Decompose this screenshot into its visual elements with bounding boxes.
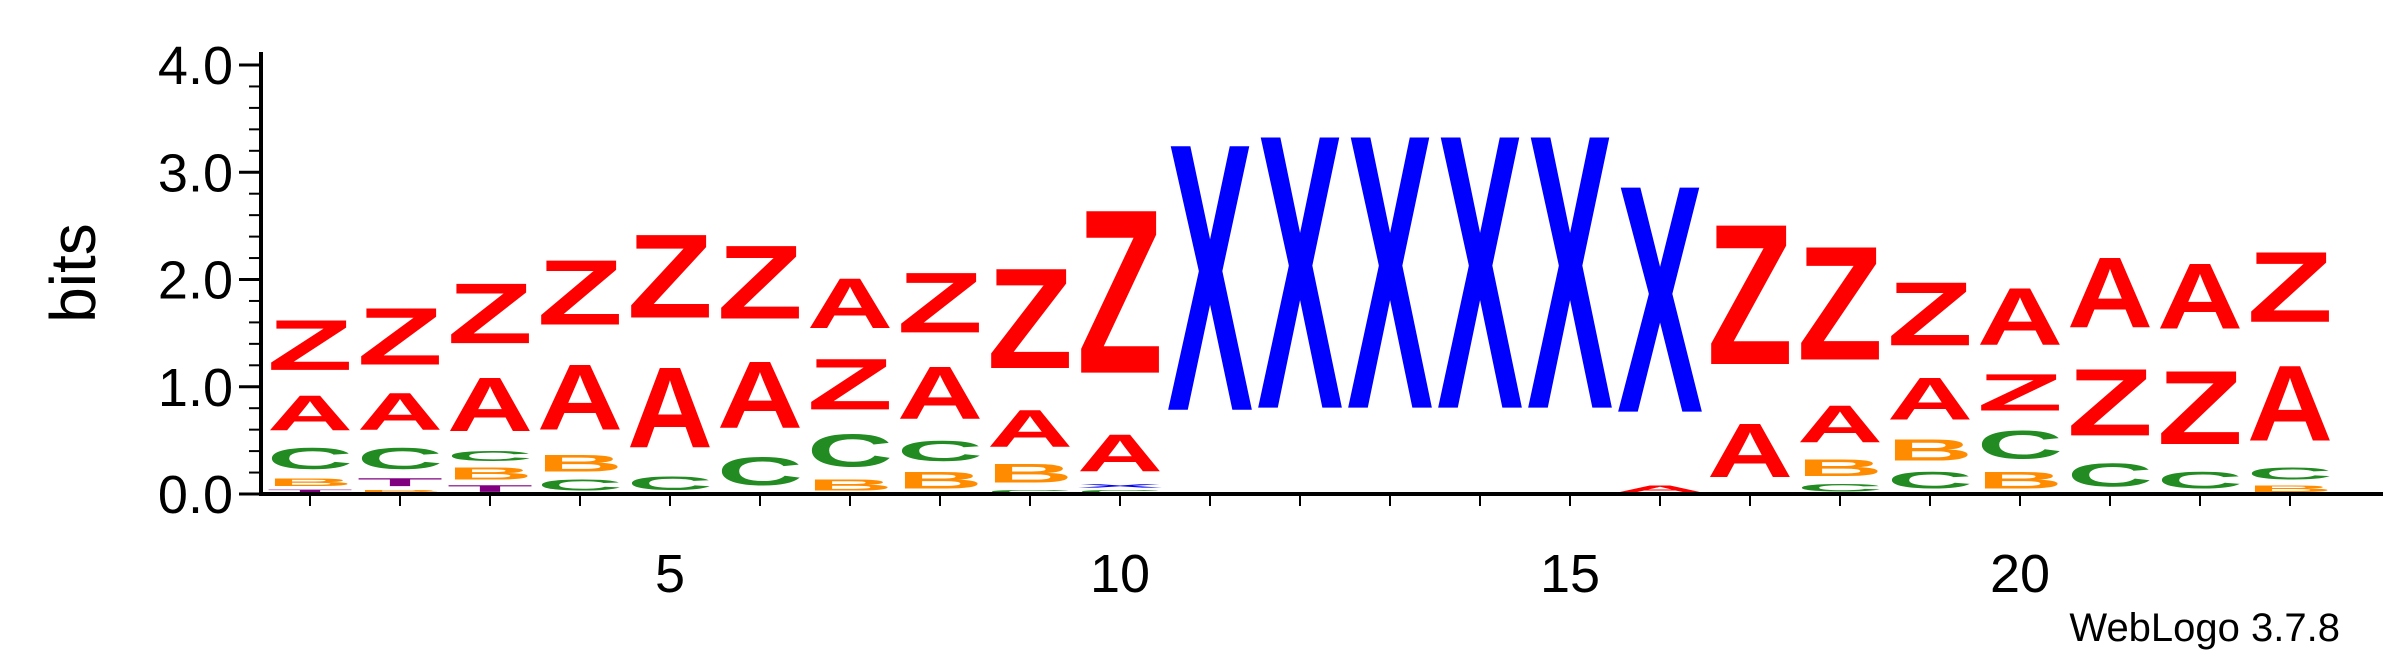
logo-glyph-t: T bbox=[357, 476, 443, 489]
logo-glyph-a: A bbox=[1797, 395, 1883, 454]
logo-glyph-x: X bbox=[1527, 52, 1614, 491]
logo-glyph-z: Z bbox=[2247, 230, 2333, 343]
logo-glyph-b: B bbox=[897, 467, 983, 494]
y-tick-label: 3.0 bbox=[158, 143, 233, 203]
glyph-layer: TBCAZBTCAZTBCAZCBAZCAZCAZBCZABCAZCBAZCXA… bbox=[267, 52, 2333, 494]
logo-glyph-a: A bbox=[1887, 366, 1973, 433]
logo-glyph-c: C bbox=[2157, 467, 2243, 494]
logo-glyph-a: A bbox=[357, 382, 443, 441]
logo-glyph-b: B bbox=[1797, 454, 1883, 481]
logo-glyph-c: C bbox=[1077, 489, 1163, 494]
logo-glyph-x: X bbox=[1617, 118, 1703, 481]
logo-glyph-a: A bbox=[627, 343, 713, 472]
logo-glyph-c: C bbox=[267, 442, 353, 476]
logo-glyph-a: A bbox=[537, 344, 623, 449]
logo-glyph-b: B bbox=[987, 459, 1073, 489]
y-tick-label: 1.0 bbox=[158, 358, 233, 418]
logo-glyph-a: A bbox=[1707, 408, 1793, 494]
logo-glyph-z: Z bbox=[1707, 182, 1793, 407]
logo-glyph-c: C bbox=[447, 448, 533, 464]
logo-glyph-a: A bbox=[1077, 424, 1163, 483]
axis-layer bbox=[239, 52, 2383, 506]
y-tick-label: 2.0 bbox=[158, 251, 233, 311]
logo-glyph-x: X bbox=[1437, 52, 1524, 491]
logo-glyph-z: Z bbox=[1077, 160, 1163, 422]
y-tick-label: 4.0 bbox=[158, 36, 233, 96]
logo-glyph-a: A bbox=[807, 263, 893, 343]
logo-glyph-c: C bbox=[2067, 456, 2153, 494]
logo-glyph-z: Z bbox=[717, 224, 803, 342]
logo-glyph-b: B bbox=[267, 476, 353, 489]
logo-glyph-z: Z bbox=[537, 241, 623, 345]
logo-glyph-a: A bbox=[1977, 272, 2063, 363]
logo-glyph-z: Z bbox=[627, 209, 713, 343]
logo-glyph-z: Z bbox=[357, 292, 443, 383]
logo-glyph-z: Z bbox=[897, 254, 983, 351]
x-tick-label: 5 bbox=[655, 544, 685, 604]
logo-glyph-c: C bbox=[717, 449, 803, 494]
logo-glyph-z: Z bbox=[1887, 264, 1973, 365]
logo-glyph-c: C bbox=[537, 477, 623, 494]
logo-glyph-a: A bbox=[2157, 244, 2243, 349]
logo-glyph-c: C bbox=[357, 442, 443, 476]
x-tick-label: 20 bbox=[1990, 544, 2050, 604]
logo-glyph-a: A bbox=[987, 400, 1073, 459]
logo-glyph-c: C bbox=[1887, 467, 1973, 494]
logo-glyph-c: C bbox=[627, 473, 713, 494]
weblogo-credit: WebLogo 3.7.8 bbox=[2069, 606, 2340, 650]
logo-glyph-c: C bbox=[807, 425, 893, 476]
logo-glyph-b: B bbox=[1887, 433, 1973, 467]
y-axis-label: bits bbox=[37, 223, 109, 323]
logo-glyph-c: C bbox=[2247, 464, 2333, 483]
logo-glyph-b: B bbox=[447, 464, 533, 483]
logo-glyph-x: X bbox=[1347, 52, 1434, 491]
logo-glyph-b: B bbox=[807, 477, 893, 494]
logo-glyph-c: C bbox=[1797, 481, 1883, 494]
logo-glyph-a: A bbox=[1617, 483, 1703, 494]
logo-glyph-t: T bbox=[267, 489, 353, 494]
logo-glyph-a: A bbox=[267, 386, 353, 442]
logo-glyph-c: C bbox=[1977, 422, 2063, 467]
logo-glyph-a: A bbox=[2067, 237, 2153, 349]
logo-glyph-a: A bbox=[2247, 344, 2333, 464]
logo-glyph-a: A bbox=[447, 362, 533, 448]
logo-glyph-b: B bbox=[1977, 467, 2063, 494]
logo-glyph-z: Z bbox=[2157, 349, 2243, 467]
logo-glyph-z: Z bbox=[267, 305, 353, 385]
x-tick-label: 10 bbox=[1090, 544, 1150, 604]
logo-glyph-z: Z bbox=[807, 344, 893, 425]
logo-glyph-x: X bbox=[1077, 483, 1163, 488]
y-tick-label: 0.0 bbox=[158, 465, 233, 525]
logo-glyph-c: C bbox=[987, 489, 1073, 494]
logo-glyph-a: A bbox=[717, 341, 803, 448]
logo-glyph-z: Z bbox=[447, 265, 533, 362]
logo-glyph-b: B bbox=[537, 450, 623, 477]
x-tick-label: 15 bbox=[1540, 544, 1600, 604]
logo-glyph-b: B bbox=[2247, 483, 2333, 494]
logo-glyph-t: T bbox=[447, 483, 533, 494]
logo-glyph-c: C bbox=[897, 435, 983, 467]
logo-glyph-z: Z bbox=[2067, 349, 2153, 456]
logo-glyph-x: X bbox=[1257, 52, 1344, 491]
logo-glyph-b: B bbox=[357, 489, 443, 494]
logo-glyph-z: Z bbox=[987, 239, 1073, 400]
logo-glyph-z: Z bbox=[1797, 213, 1883, 395]
logo-glyph-z: Z bbox=[1977, 363, 2063, 422]
logo-glyph-x: X bbox=[1167, 63, 1254, 492]
logo-glyph-a: A bbox=[897, 352, 983, 435]
